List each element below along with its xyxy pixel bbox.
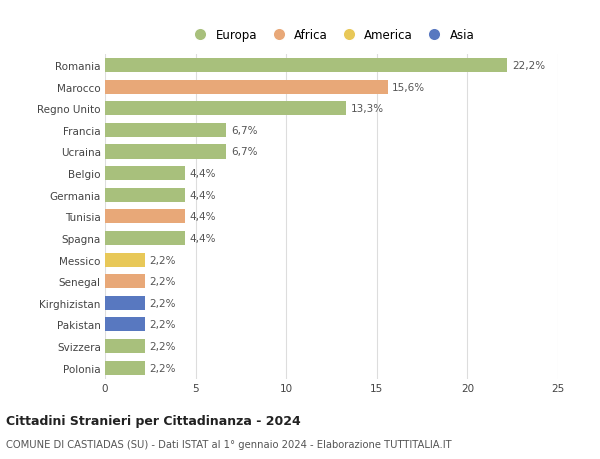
Text: 2,2%: 2,2% [149, 363, 176, 373]
Bar [105, 145, 226, 159]
Text: 2,2%: 2,2% [149, 255, 176, 265]
Legend: Europa, Africa, America, Asia: Europa, Africa, America, Asia [188, 28, 475, 42]
Bar [105, 80, 388, 95]
Bar [105, 102, 346, 116]
Text: 2,2%: 2,2% [149, 341, 176, 351]
Text: Cittadini Stranieri per Cittadinanza - 2024: Cittadini Stranieri per Cittadinanza - 2… [6, 414, 301, 428]
Bar [105, 210, 185, 224]
Text: 2,2%: 2,2% [149, 277, 176, 286]
Text: 4,4%: 4,4% [189, 169, 216, 179]
Text: 13,3%: 13,3% [350, 104, 383, 114]
Bar [105, 318, 145, 332]
Text: 4,4%: 4,4% [189, 212, 216, 222]
Bar [105, 231, 185, 246]
Bar [105, 59, 507, 73]
Bar [105, 361, 145, 375]
Bar [105, 274, 145, 289]
Text: 15,6%: 15,6% [392, 83, 425, 92]
Bar [105, 167, 185, 181]
Bar [105, 296, 145, 310]
Bar [105, 188, 185, 202]
Text: 2,2%: 2,2% [149, 320, 176, 330]
Bar [105, 339, 145, 353]
Text: 6,7%: 6,7% [231, 126, 257, 135]
Bar [105, 123, 226, 138]
Text: 22,2%: 22,2% [512, 61, 545, 71]
Text: 6,7%: 6,7% [231, 147, 257, 157]
Text: 4,4%: 4,4% [189, 234, 216, 243]
Text: COMUNE DI CASTIADAS (SU) - Dati ISTAT al 1° gennaio 2024 - Elaborazione TUTTITAL: COMUNE DI CASTIADAS (SU) - Dati ISTAT al… [6, 440, 452, 449]
Text: 4,4%: 4,4% [189, 190, 216, 200]
Text: 2,2%: 2,2% [149, 298, 176, 308]
Bar [105, 253, 145, 267]
